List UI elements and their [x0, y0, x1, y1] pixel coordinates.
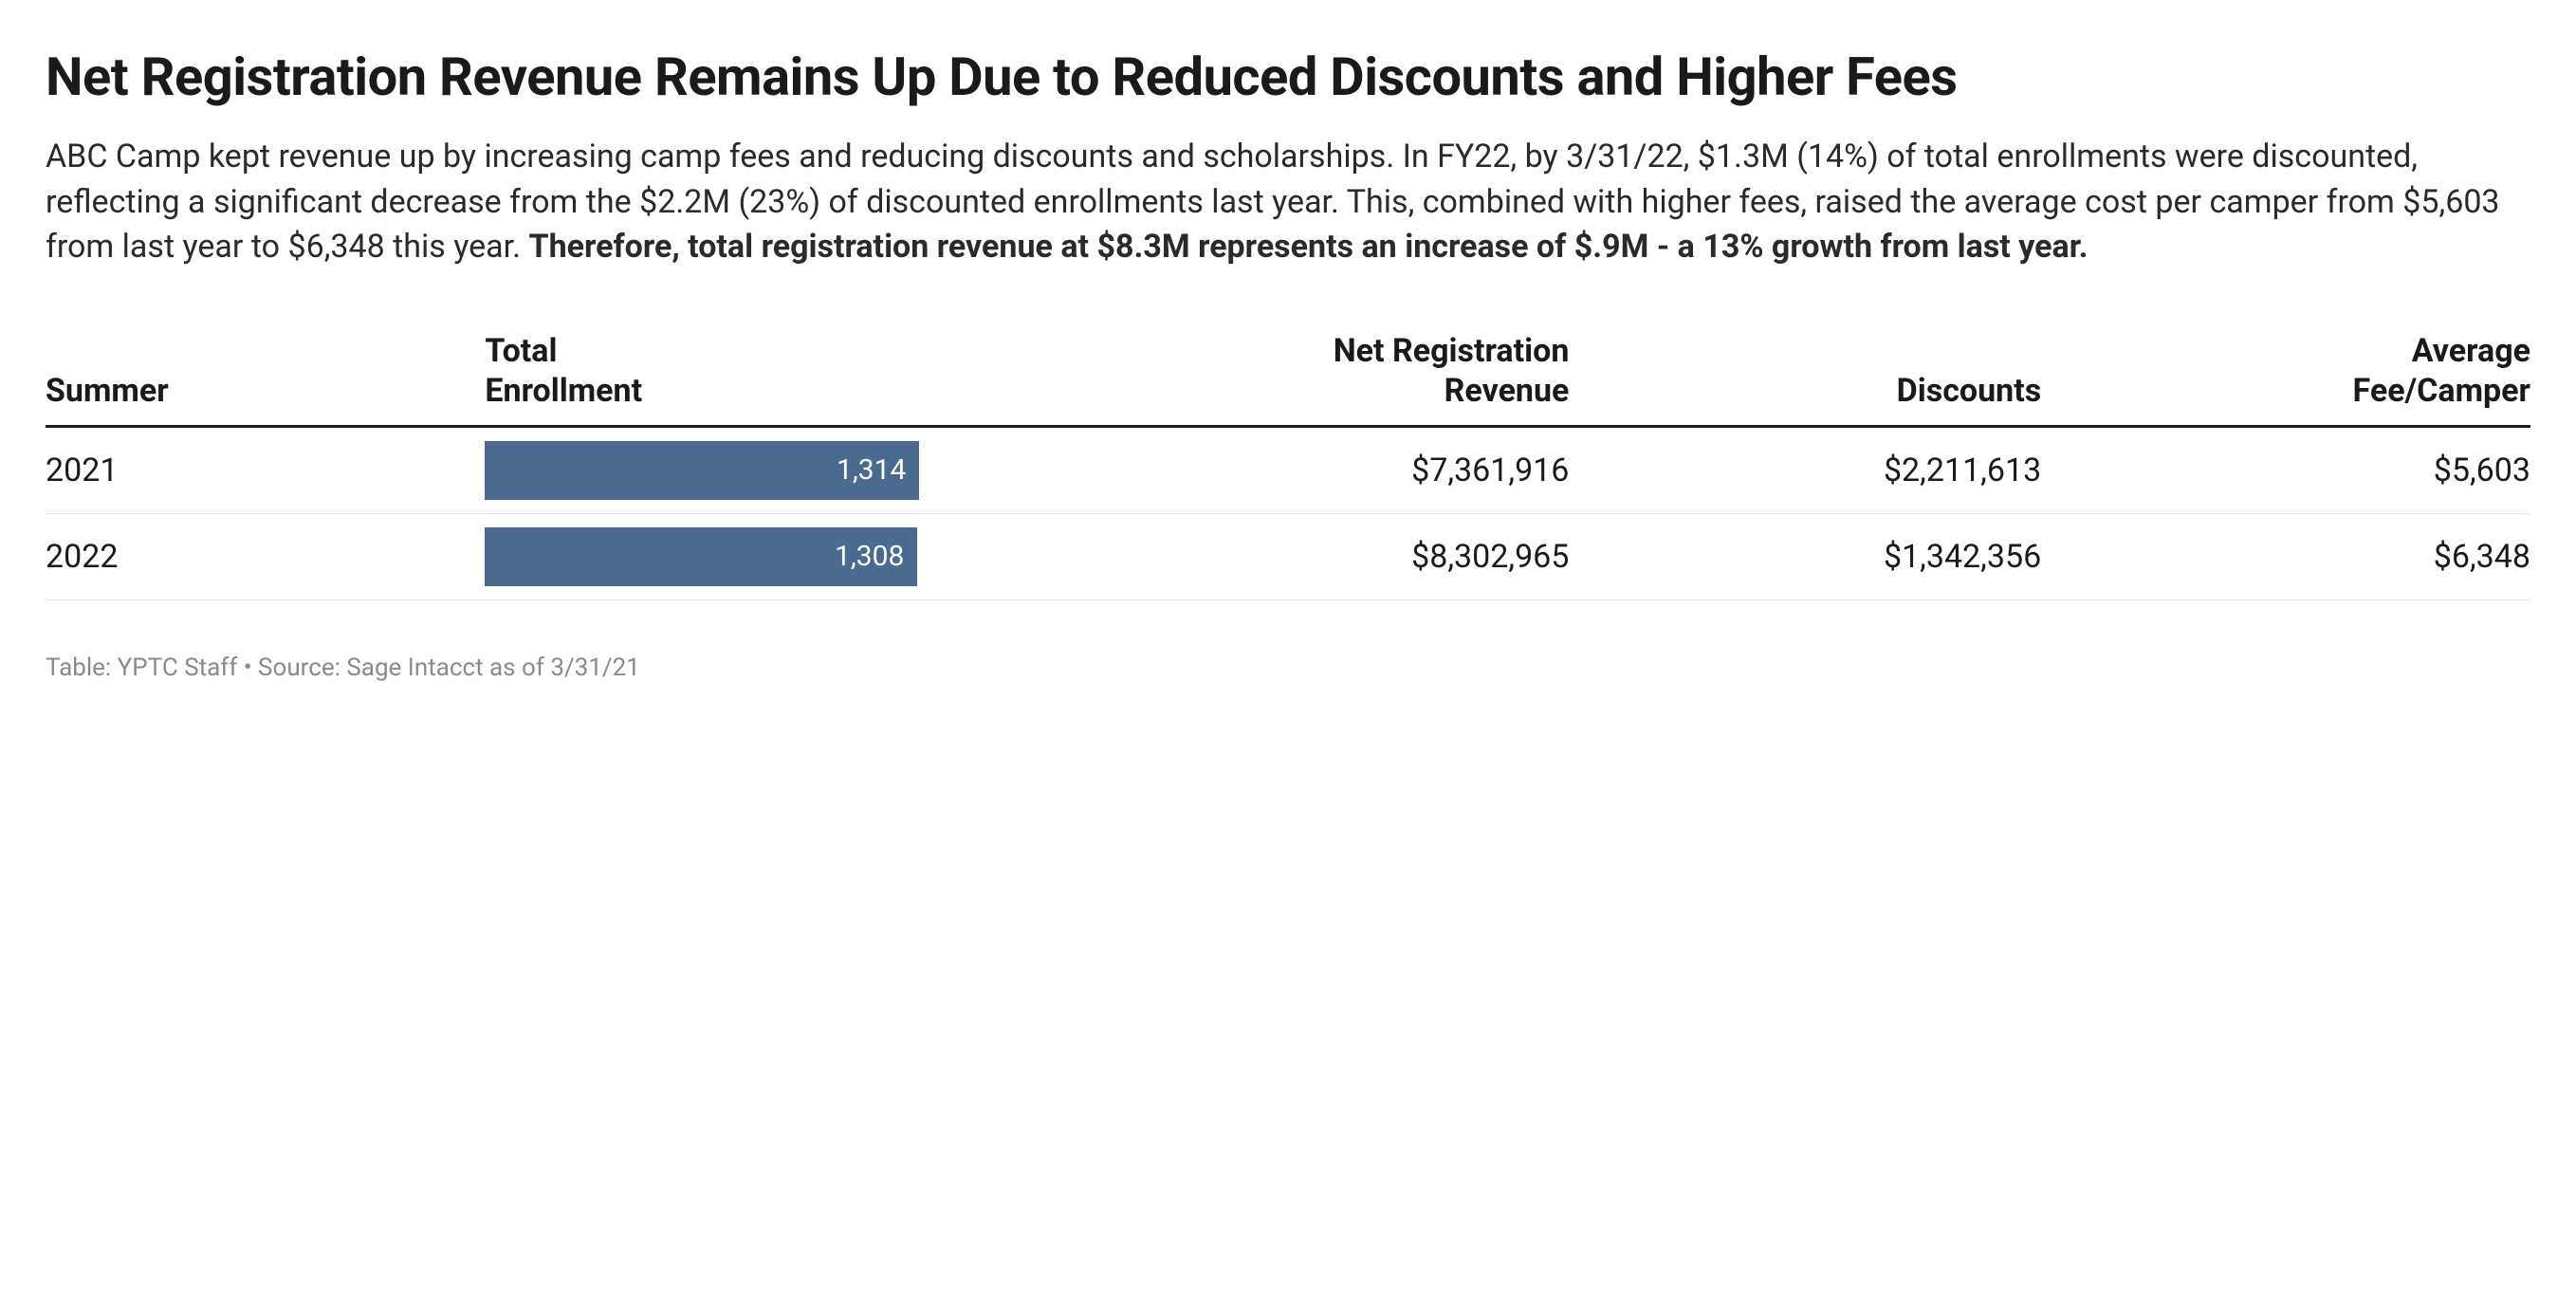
- col-header-revenue: Net Registration Revenue: [965, 331, 1586, 427]
- table-footnote: Table: YPTC Staff • Source: Sage Intacct…: [46, 654, 2530, 682]
- enrollment-bar: 1,308: [485, 527, 917, 586]
- col-header-enrollment-line2: Enrollment: [485, 372, 642, 410]
- description-paragraph: ABC Camp kept revenue up by increasing c…: [46, 135, 2530, 270]
- cell-discounts: $2,211,613: [1586, 426, 2058, 513]
- table-row: 2022 1,308 $8,302,965 $1,342,356 $6,348: [46, 513, 2530, 599]
- page-title: Net Registration Revenue Remains Up Due …: [46, 46, 2530, 108]
- col-header-fee-line2: Fee/Camper: [2353, 372, 2530, 410]
- table-row: 2021 1,314 $7,361,916 $2,211,613 $5,603: [46, 426, 2530, 513]
- enrollment-bar-wrap: 1,314: [485, 441, 948, 500]
- col-header-revenue-line2: Revenue: [1444, 372, 1570, 410]
- cell-summer: 2022: [46, 513, 468, 599]
- enrollment-bar-label: 1,314: [837, 453, 906, 487]
- cell-discounts: $1,342,356: [1586, 513, 2058, 599]
- cell-fee: $6,348: [2058, 513, 2530, 599]
- col-header-fee: Average Fee/Camper: [2058, 331, 2530, 427]
- cell-fee: $5,603: [2058, 426, 2530, 513]
- cell-enrollment: 1,308: [468, 513, 965, 599]
- col-header-revenue-line1: Net Registration: [1334, 332, 1570, 370]
- revenue-table: Summer Total Enrollment Net Registration…: [46, 331, 2530, 600]
- description-emphasis: Therefore, total registration revenue at…: [529, 228, 2088, 266]
- table-header-row: Summer Total Enrollment Net Registration…: [46, 331, 2530, 427]
- table-body: 2021 1,314 $7,361,916 $2,211,613 $5,603 …: [46, 426, 2530, 599]
- col-header-enrollment: Total Enrollment: [468, 331, 965, 427]
- col-header-summer: Summer: [46, 331, 468, 427]
- cell-summer: 2021: [46, 426, 468, 513]
- cell-revenue: $7,361,916: [965, 426, 1586, 513]
- enrollment-bar-wrap: 1,308: [485, 527, 948, 586]
- cell-revenue: $8,302,965: [965, 513, 1586, 599]
- enrollment-bar-label: 1,308: [835, 540, 904, 573]
- enrollment-bar: 1,314: [485, 441, 919, 500]
- cell-enrollment: 1,314: [468, 426, 965, 513]
- col-header-discounts: Discounts: [1586, 331, 2058, 427]
- col-header-enrollment-line1: Total: [485, 332, 557, 370]
- report-container: Net Registration Revenue Remains Up Due …: [0, 0, 2576, 712]
- col-header-fee-line1: Average: [2412, 332, 2530, 370]
